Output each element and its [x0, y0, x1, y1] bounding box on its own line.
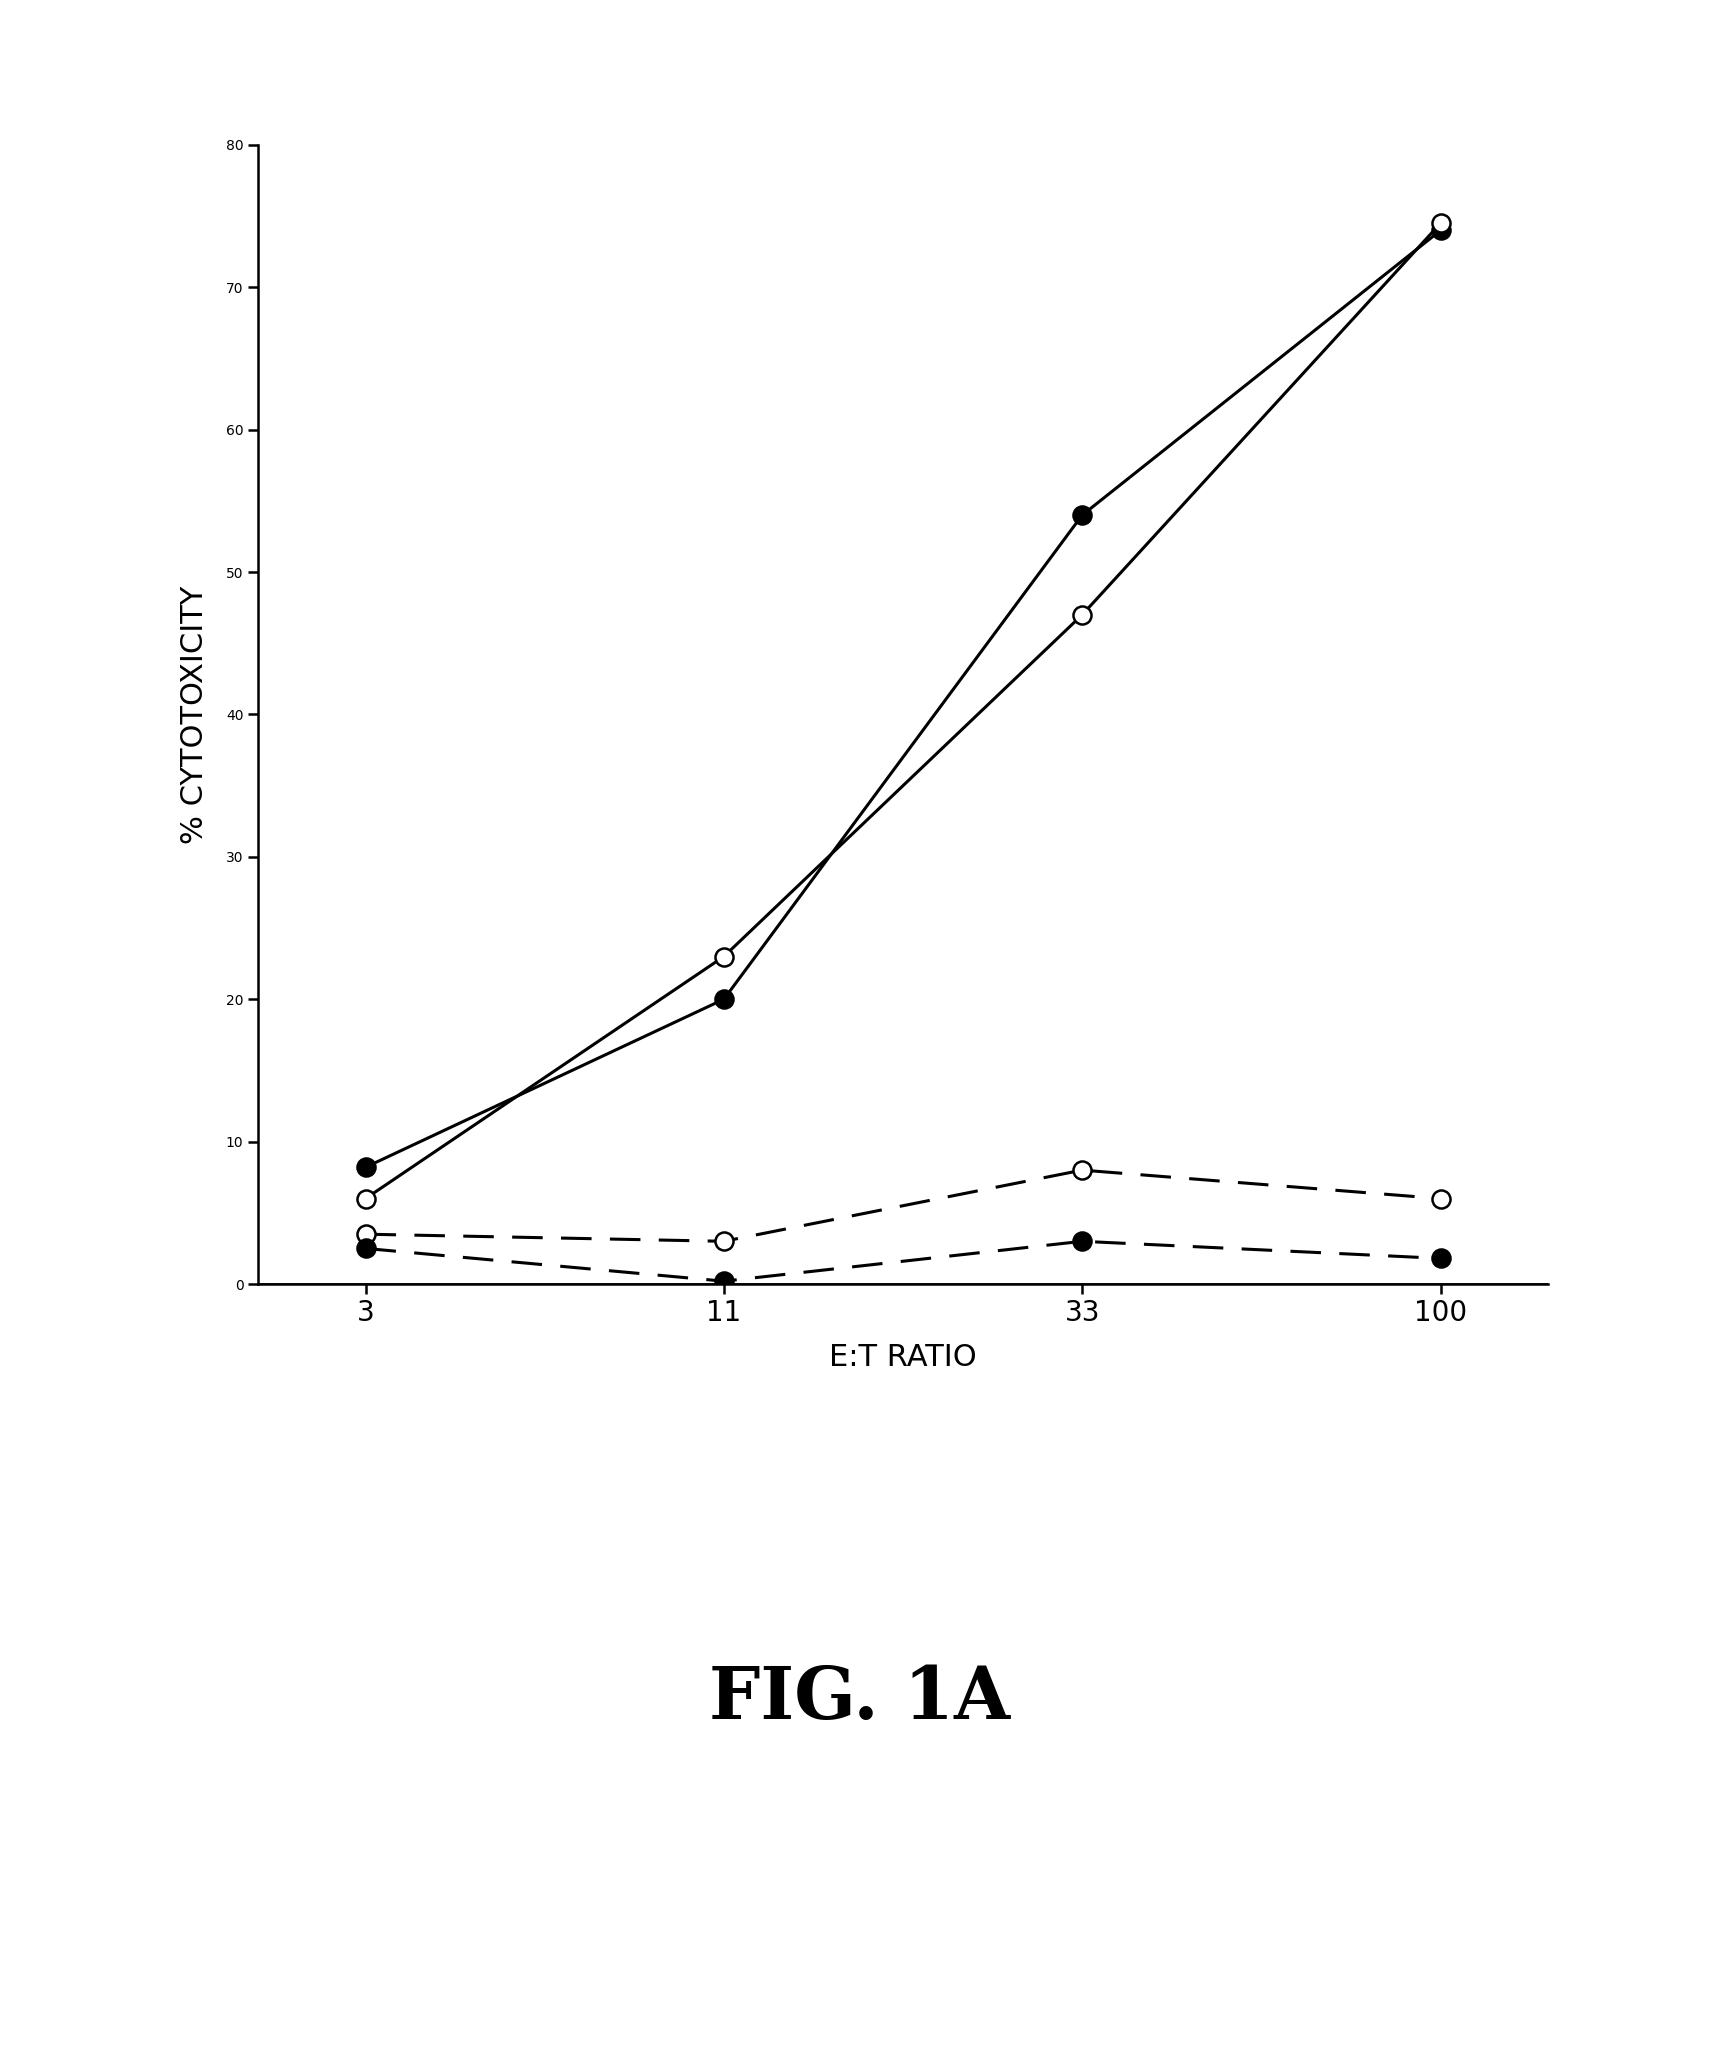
Y-axis label: % CYTOTOXICITY: % CYTOTOXICITY	[181, 586, 210, 843]
X-axis label: E:T RATIO: E:T RATIO	[829, 1344, 977, 1373]
Text: FIG. 1A: FIG. 1A	[709, 1663, 1011, 1733]
